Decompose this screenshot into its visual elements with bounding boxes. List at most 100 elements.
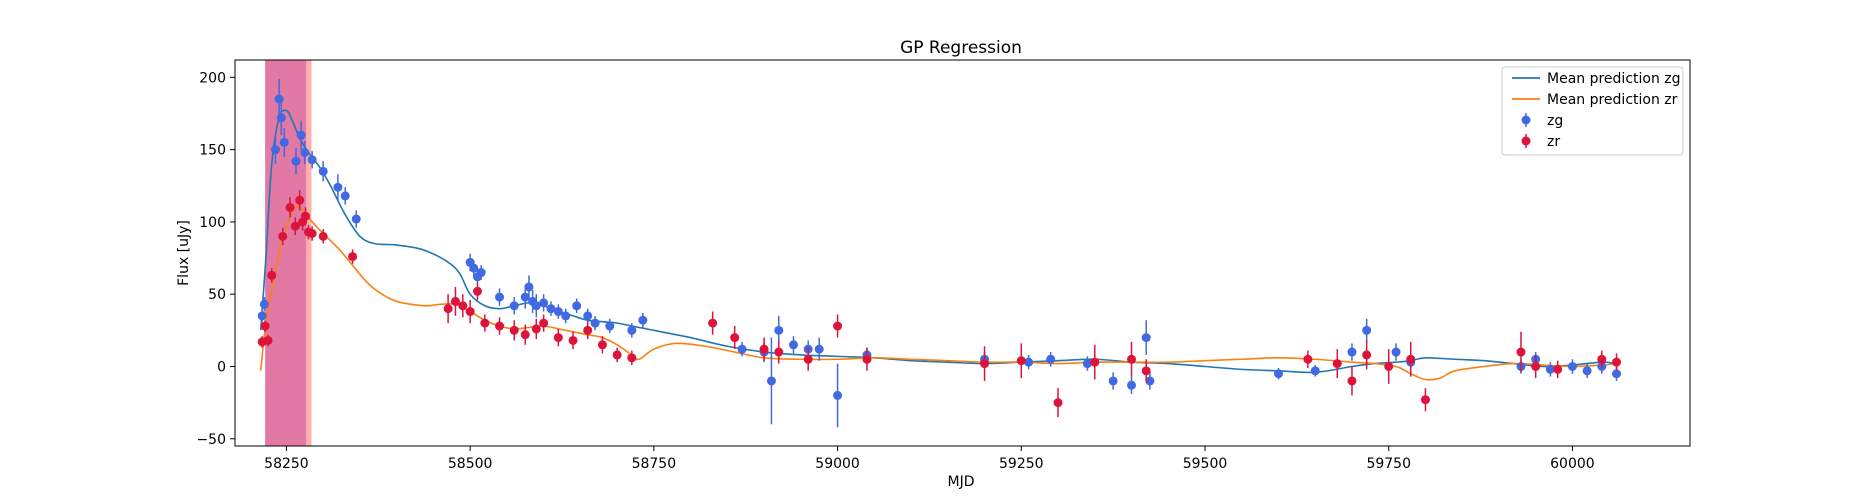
point-zr	[1420, 388, 1430, 412]
point-zr	[260, 320, 270, 332]
x-tick-label: 59500	[1183, 456, 1228, 472]
x-axis-label: MJD	[948, 474, 975, 490]
point-zg	[553, 304, 563, 319]
shaded-region-0	[265, 60, 307, 446]
point-zr	[1090, 344, 1100, 380]
point-zg	[257, 310, 267, 322]
y-axis-label: Flux [uJy]	[176, 220, 192, 286]
point-zg	[627, 323, 637, 338]
point-zg	[788, 336, 798, 354]
point-zg	[833, 363, 843, 428]
point-zg	[279, 127, 289, 157]
point-zr	[1016, 343, 1026, 379]
legend-label: zr	[1547, 134, 1560, 150]
point-zg	[318, 161, 328, 182]
chart-title: GP Regression	[900, 38, 1022, 58]
point-zr	[1127, 341, 1137, 377]
point-zr	[1531, 354, 1541, 379]
legend-entry-mean-prediction-zr: Mean prediction zr	[1512, 92, 1678, 108]
point-zg	[524, 275, 534, 299]
y-tick-label: −50	[196, 432, 226, 448]
point-zg	[774, 315, 784, 345]
point-zr	[597, 336, 607, 354]
point-zr	[278, 227, 288, 246]
x-tick-label: 58250	[264, 456, 309, 472]
legend-label: zg	[1547, 113, 1563, 129]
y-tick-label: 200	[199, 70, 226, 86]
point-zr	[443, 294, 453, 324]
point-zg	[291, 148, 301, 175]
point-zr	[708, 311, 718, 335]
point-zg	[539, 294, 549, 312]
x-tick-label: 58500	[448, 456, 493, 472]
point-zr	[495, 317, 505, 335]
point-zg	[509, 297, 519, 315]
point-zr	[307, 226, 317, 241]
point-zg	[590, 315, 600, 331]
plot-area	[257, 60, 1622, 446]
point-zg	[572, 298, 582, 313]
y-tick-label: 50	[208, 287, 226, 303]
point-zr	[1516, 331, 1526, 373]
point-zg	[1082, 356, 1092, 371]
point-zr	[480, 314, 490, 332]
point-zr	[473, 282, 482, 300]
point-zg	[1362, 318, 1372, 342]
point-zg	[270, 135, 280, 165]
point-zr	[553, 328, 563, 347]
point-zr	[568, 331, 578, 350]
point-zr	[458, 294, 468, 318]
point-zr	[730, 326, 740, 350]
x-tick-label: 60000	[1550, 456, 1595, 472]
point-zg	[1567, 359, 1577, 374]
point-zr	[290, 217, 300, 235]
point-zr	[1141, 359, 1151, 383]
point-zg	[276, 100, 286, 136]
point-zg	[1127, 376, 1137, 394]
point-zg	[469, 260, 479, 276]
point-zr	[980, 346, 990, 381]
point-zg	[531, 294, 541, 318]
point-zg	[1545, 362, 1555, 377]
point-zg	[605, 318, 615, 334]
point-zg	[737, 341, 747, 357]
point-zg	[1273, 367, 1283, 380]
x-tick-label: 59250	[999, 456, 1044, 472]
point-zg	[351, 210, 361, 228]
point-zg	[307, 151, 317, 169]
point-zr	[1332, 349, 1342, 379]
point-zg	[495, 288, 505, 306]
point-zr	[774, 340, 784, 364]
point-zr	[301, 207, 311, 225]
point-zg	[561, 308, 571, 324]
point-zg	[1310, 365, 1320, 377]
point-zr	[759, 337, 769, 361]
point-zr	[465, 299, 475, 324]
point-zg	[1046, 352, 1056, 367]
axes: 58250 58500 58750 59000 59250 59500 59750 60000…	[196, 59, 1691, 472]
point-zr	[1347, 366, 1357, 396]
point-zg	[546, 301, 556, 316]
point-zg	[300, 140, 310, 165]
point-zr	[318, 229, 328, 244]
axes-frame	[234, 59, 1691, 447]
legend-entry-mean-prediction-zg: Mean prediction zg	[1512, 71, 1681, 87]
point-zg	[1391, 343, 1401, 361]
point-zr	[627, 350, 637, 366]
point-zr	[539, 314, 549, 332]
point-zr	[263, 334, 273, 347]
point-zr	[450, 286, 460, 316]
point-zr	[1053, 388, 1063, 418]
point-zg	[476, 265, 486, 280]
point-zr	[583, 321, 593, 340]
legend-label: Mean prediction zg	[1547, 71, 1681, 87]
y-tick-label: 150	[199, 143, 226, 159]
point-zr	[1384, 349, 1394, 384]
shaded-region-1	[306, 60, 312, 446]
point-zg	[766, 337, 776, 425]
y-tick-label: 0	[217, 359, 226, 375]
legend-entry-zg: zg	[1521, 113, 1563, 129]
point-zr	[285, 197, 295, 218]
point-zr	[267, 268, 277, 283]
